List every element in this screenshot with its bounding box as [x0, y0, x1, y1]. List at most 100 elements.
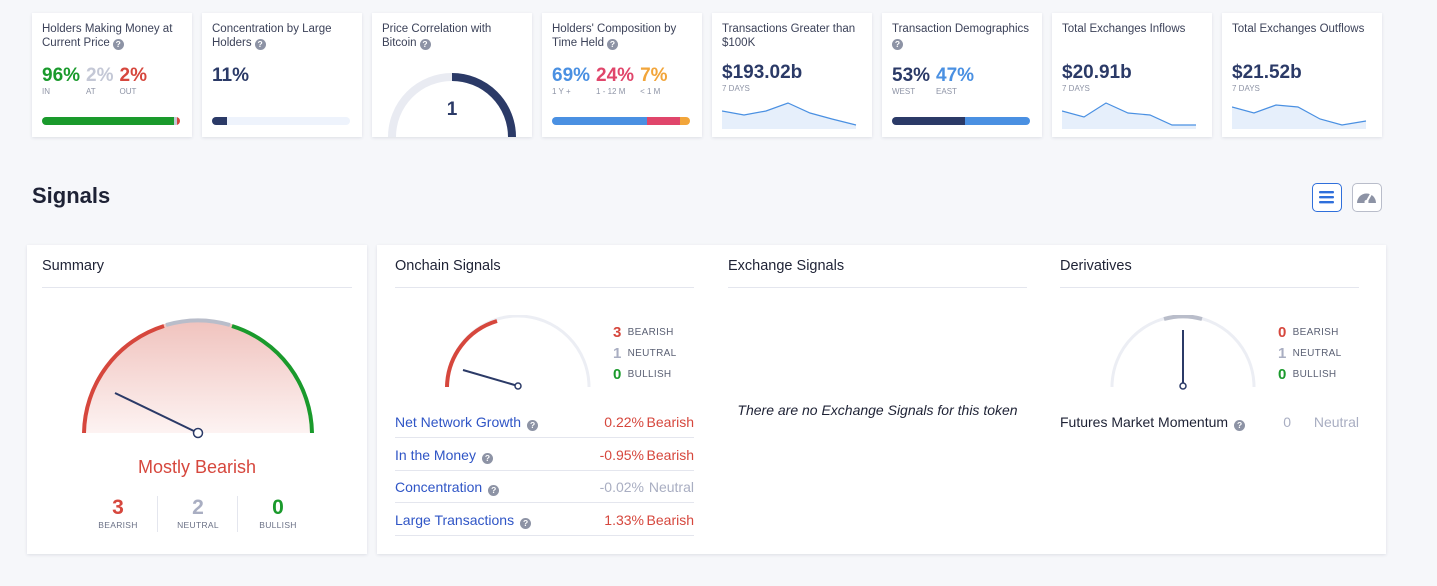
signal-link-net-network-growth[interactable]: Net Network Growth?: [395, 414, 539, 431]
bar-1m-segment: [680, 117, 690, 125]
divider: [42, 287, 352, 288]
period-label: 7 DAYS: [1062, 84, 1090, 93]
help-icon[interactable]: ?: [520, 518, 532, 529]
money-distribution-bar: [42, 117, 180, 125]
speedometer-icon: [1357, 193, 1376, 204]
inflows-value: $20.91b: [1062, 62, 1132, 83]
period-label: 7 DAYS: [1232, 84, 1260, 93]
neutral-count: 1: [1278, 345, 1287, 362]
composition-1-12m-value: 24%: [596, 65, 635, 86]
bar-west-segment: [892, 117, 966, 125]
signal-status: Neutral: [648, 479, 694, 495]
signal-pct: -0.95%: [599, 447, 644, 463]
metric-card-concentration: Concentration by Large Holders? 11%: [202, 13, 362, 137]
bullish-label: BULLISH: [1292, 369, 1337, 380]
bearish-label: BEARISH: [627, 327, 674, 338]
bullish-label: BULLISH: [627, 369, 672, 380]
neutral-count: 1: [613, 345, 622, 362]
signal-name: Concentration: [395, 479, 483, 495]
divider: [157, 496, 158, 532]
neutral-count: 2: [192, 496, 204, 519]
metric-card-large-transactions: Transactions Greater than $100K $193.02b…: [712, 13, 872, 137]
signal-status: Bearish: [646, 414, 694, 430]
neutral-label: NEUTRAL: [1292, 348, 1342, 359]
signal-row: Large Transactions? 1.33% Bearish: [395, 504, 694, 536]
divider: [237, 496, 238, 532]
composition-bar: [552, 117, 690, 125]
signal-link-in-the-money[interactable]: In the Money?: [395, 447, 493, 464]
metric-card-price-correlation: Price Correlation with Bitcoin? 1: [372, 13, 532, 137]
signal-link-large-transactions[interactable]: Large Transactions?: [395, 512, 532, 529]
out-value: 2%: [119, 65, 147, 86]
bullish-count: 0: [613, 366, 622, 383]
help-icon[interactable]: ?: [254, 38, 266, 50]
concentration-value: 11%: [212, 65, 249, 86]
onchain-gauge: [445, 315, 591, 390]
metric-card-exchange-outflows: Total Exchanges Outflows $21.52b 7 DAYS: [1222, 13, 1382, 137]
futures-momentum-label: Futures Market Momentum?: [1060, 414, 1246, 431]
large-tx-value: $193.02b: [722, 62, 803, 83]
metric-title: Price Correlation with Bitcoin: [382, 23, 492, 49]
help-icon[interactable]: ?: [481, 453, 493, 464]
correlation-value: 1: [446, 99, 458, 120]
at-value: 2%: [86, 65, 114, 86]
derivatives-bearish: 0 BEARISH: [1278, 324, 1339, 341]
demographics-bar: [892, 117, 1030, 125]
signal-name: Futures Market Momentum: [1060, 414, 1229, 430]
bar-1-12m-segment: [647, 117, 681, 125]
signal-row: Net Network Growth? 0.22% Bearish: [395, 406, 694, 438]
bar-east-segment: [965, 117, 1030, 125]
signal-pct: 0.22%: [604, 414, 644, 430]
metric-title: Total Exchanges Inflows: [1062, 23, 1186, 35]
help-icon[interactable]: ?: [488, 485, 500, 496]
metric-title: Transaction Demographics: [892, 23, 1029, 35]
summary-neutral: 2 NEUTRAL: [158, 496, 238, 530]
signal-status: Neutral: [1313, 414, 1359, 430]
help-icon[interactable]: ?: [112, 38, 124, 50]
summary-gauge: [82, 318, 314, 439]
derivatives-bullish: 0 BULLISH: [1278, 366, 1336, 383]
help-icon[interactable]: ?: [606, 38, 618, 50]
metric-title: Holders' Composition by Time Held: [552, 23, 677, 49]
help-icon[interactable]: ?: [527, 420, 539, 431]
metric-card-exchange-inflows: Total Exchanges Inflows $20.91b 7 DAYS: [1052, 13, 1212, 137]
metric-card-holders-composition: Holders' Composition by Time Held? 69% 1 …: [542, 13, 702, 137]
exchange-empty-message: There are no Exchange Signals for this t…: [737, 402, 1018, 418]
signal-row: In the Money? -0.95% Bearish: [395, 439, 694, 471]
bearish-count: 3: [112, 496, 124, 519]
bearish-label: BEARISH: [98, 520, 138, 530]
help-icon[interactable]: ?: [892, 38, 903, 50]
onchain-bearish: 3 BEARISH: [613, 324, 674, 341]
west-value: 53%: [892, 65, 931, 86]
period-label: 7 DAYS: [722, 84, 750, 93]
signal-pct: -0.02%: [599, 479, 644, 495]
large-tx-sparkline: [722, 102, 857, 129]
east-label: EAST: [936, 87, 957, 96]
bullish-count: 0: [272, 496, 284, 519]
bar-out-segment: [177, 117, 180, 125]
signal-link-concentration[interactable]: Concentration?: [395, 479, 500, 496]
onchain-bullish: 0 BULLISH: [613, 366, 671, 383]
onchain-neutral: 1 NEUTRAL: [613, 345, 676, 362]
list-view-button[interactable]: [1312, 183, 1342, 212]
in-value: 96%: [42, 65, 81, 86]
list-icon: [1319, 191, 1334, 204]
derivatives-title: Derivatives: [1060, 258, 1132, 274]
help-icon[interactable]: ?: [1234, 420, 1246, 431]
help-icon[interactable]: ?: [419, 38, 431, 50]
out-label: OUT: [119, 87, 137, 96]
summary-verdict: Mostly Bearish: [137, 457, 257, 477]
gauge-view-button[interactable]: [1352, 183, 1382, 212]
exchange-title: Exchange Signals: [728, 258, 845, 274]
signal-name: In the Money: [395, 447, 476, 463]
concentration-bar: [212, 117, 350, 125]
signal-row: Futures Market Momentum? 0 Neutral: [1060, 406, 1359, 438]
in-label: IN: [42, 87, 50, 96]
divider: [1060, 287, 1359, 288]
at-label: AT: [86, 87, 96, 96]
summary-bullish: 0 BULLISH: [238, 496, 318, 530]
composition-1y-label: 1 Y +: [552, 87, 571, 96]
composition-1m-value: 7%: [640, 65, 668, 86]
derivatives-gauge: [1110, 315, 1256, 390]
metric-title: Transactions Greater than $100K: [722, 23, 856, 49]
